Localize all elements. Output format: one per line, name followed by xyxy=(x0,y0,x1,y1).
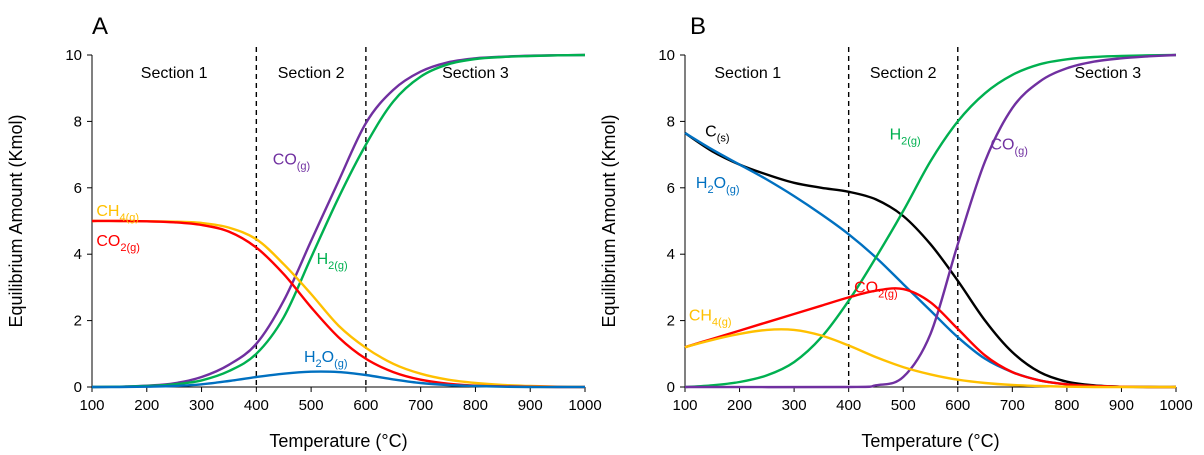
y-tick-label: 8 xyxy=(74,113,82,130)
x-tick-label: 100 xyxy=(79,397,104,414)
x-tick-label: 800 xyxy=(1054,397,1079,414)
panel-letter: B xyxy=(690,13,706,40)
chart-panel-a: A 100 200 300 400 500 600 700 800 900 1000 0 2 4 6 8 10 T… xyxy=(6,13,602,451)
x-tick-label: 700 xyxy=(1000,397,1025,414)
series-label: H2O(g) xyxy=(696,175,740,196)
series-label: CH4(g) xyxy=(96,203,139,224)
x-tick-label: 800 xyxy=(463,397,488,414)
y-tick-label: 0 xyxy=(74,379,82,396)
x-tick-label: 300 xyxy=(782,397,807,414)
series-line xyxy=(91,370,585,389)
section-label: Section 2 xyxy=(278,65,345,82)
series-label: CO(g) xyxy=(273,152,310,173)
section-label: Section 1 xyxy=(714,65,781,82)
series-line xyxy=(684,328,1176,389)
y-tick-label: 2 xyxy=(74,313,82,330)
x-tick-label: 200 xyxy=(134,397,159,414)
section-label: Section 3 xyxy=(1074,65,1141,82)
x-tick-label: 900 xyxy=(518,397,543,414)
series-label: CO2(g) xyxy=(96,233,140,254)
y-axis-title: Equilibrium Amount (Kmol) xyxy=(6,114,26,327)
series-line xyxy=(684,132,1177,389)
x-tick-label: 400 xyxy=(244,397,269,414)
section-label: Section 3 xyxy=(442,65,509,82)
x-tick-label: 600 xyxy=(353,397,378,414)
series-label: H2(g) xyxy=(317,251,348,272)
x-tick-label: 900 xyxy=(1109,397,1134,414)
series-label: CO2(g) xyxy=(854,279,898,300)
y-tick-label: 8 xyxy=(667,113,675,130)
x-tick-label: 300 xyxy=(189,397,214,414)
y-axis-title: Equilibrium Amount (Kmol) xyxy=(599,114,619,327)
x-axis-title: Temperature (°C) xyxy=(861,431,999,451)
y-tick-label: 4 xyxy=(667,246,675,263)
y-tick-label: 6 xyxy=(74,180,82,197)
y-tick-label: 10 xyxy=(65,47,82,64)
x-tick-label: 100 xyxy=(672,397,697,414)
section-label: Section 1 xyxy=(141,65,208,82)
series-line xyxy=(91,53,586,389)
series-label: H2O(g) xyxy=(304,349,348,370)
series-line xyxy=(684,53,1177,389)
x-tick-label: 200 xyxy=(727,397,752,414)
y-tick-label: 6 xyxy=(667,180,675,197)
x-tick-label: 500 xyxy=(299,397,324,414)
x-tick-label: 500 xyxy=(891,397,916,414)
y-tick-label: 2 xyxy=(667,313,675,330)
series-label: CO(g) xyxy=(991,137,1028,158)
x-tick-label: 700 xyxy=(408,397,433,414)
chart-panel-b: B 100 200 300 400 500 600 700 800 900 1000 0 2 4 6 8 10 T… xyxy=(599,13,1193,451)
series-label: CH4(g) xyxy=(689,308,732,329)
section-label: Section 2 xyxy=(870,65,937,82)
series-label: H2(g) xyxy=(890,127,921,148)
series-line xyxy=(684,53,1177,389)
series-line xyxy=(684,287,1177,389)
x-tick-label: 1000 xyxy=(1159,397,1192,414)
y-tick-label: 10 xyxy=(658,47,675,64)
x-tick-label: 1000 xyxy=(568,397,601,414)
series-label: C(s) xyxy=(705,123,729,144)
x-axis-title: Temperature (°C) xyxy=(269,431,407,451)
x-tick-label: 600 xyxy=(945,397,970,414)
x-tick-label: 400 xyxy=(836,397,861,414)
y-tick-label: 4 xyxy=(74,246,82,263)
y-tick-label: 0 xyxy=(667,379,675,396)
panel-letter: A xyxy=(92,13,108,40)
